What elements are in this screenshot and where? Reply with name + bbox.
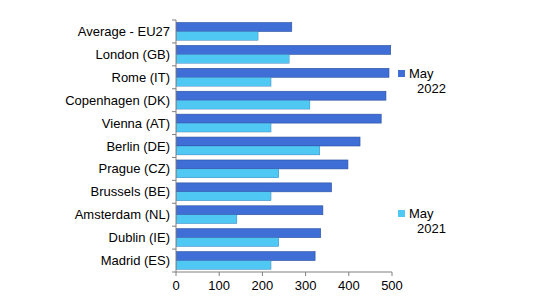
legend-label-line: 2021 (417, 221, 446, 236)
x-tick-label: 500 (381, 278, 403, 293)
category-tick (172, 157, 176, 158)
legend-label-line: May (409, 66, 434, 81)
bar (176, 77, 271, 86)
bar (176, 137, 360, 146)
bar (176, 146, 320, 155)
x-tick (348, 272, 349, 276)
legend-swatch (398, 70, 405, 77)
category-tick (172, 88, 176, 89)
category-tick (172, 226, 176, 227)
bar (176, 123, 271, 132)
category-label: Rome (IT) (112, 70, 171, 85)
x-tick (176, 272, 177, 276)
category-tick (172, 272, 176, 273)
bar (176, 261, 271, 270)
bar (176, 160, 348, 169)
bar (176, 169, 279, 178)
x-tick-label: 400 (338, 278, 360, 293)
x-tick-label: 0 (172, 278, 179, 293)
category-tick (172, 134, 176, 135)
category-label: Amsterdam (NL) (75, 207, 170, 222)
category-label: Vienna (AT) (102, 116, 170, 131)
bar (176, 23, 292, 32)
category-tick (172, 20, 176, 21)
category-label: Prague (CZ) (98, 161, 170, 176)
category-label: Copenhagen (DK) (65, 93, 170, 108)
legend-label: May2022 (409, 66, 446, 96)
bar (176, 252, 315, 261)
category-label: Madrid (ES) (101, 253, 170, 268)
category-tick (172, 203, 176, 204)
bar (176, 206, 323, 215)
category-tick (172, 180, 176, 181)
x-tick (219, 272, 220, 276)
x-tick-label: 300 (295, 278, 317, 293)
bar (176, 91, 386, 100)
bar (176, 68, 389, 77)
category-label: London (GB) (96, 47, 170, 62)
x-tick (262, 272, 263, 276)
bar (176, 215, 237, 224)
x-tick-label: 200 (252, 278, 274, 293)
legend-label: May2021 (409, 206, 446, 236)
bar (176, 45, 391, 54)
bar (176, 54, 289, 63)
x-axis (176, 272, 392, 273)
category-label: Average - EU27 (78, 24, 170, 39)
bar (176, 114, 381, 123)
x-tick (392, 272, 393, 276)
bars (176, 23, 391, 270)
bar (176, 238, 279, 247)
category-tick (172, 65, 176, 66)
x-tick-label: 100 (208, 278, 230, 293)
category-tick (172, 249, 176, 250)
legend-label-line: May (409, 206, 434, 221)
chart: Average - EU27 London (GB) Rome (IT) Copenh… (0, 0, 554, 302)
bar (176, 183, 332, 192)
y-axis (176, 20, 177, 272)
legend-swatch (398, 210, 405, 217)
category-label: Brussels (BE) (91, 184, 170, 199)
category-label: Dublin (IE) (109, 230, 170, 245)
category-tick (172, 42, 176, 43)
bar (176, 229, 321, 238)
category-label: Berlin (DE) (106, 139, 170, 154)
bar (176, 31, 258, 40)
x-tick (305, 272, 306, 276)
legend-label-line: 2022 (417, 81, 446, 96)
bar (176, 192, 271, 201)
bar (176, 100, 310, 109)
category-tick (172, 111, 176, 112)
